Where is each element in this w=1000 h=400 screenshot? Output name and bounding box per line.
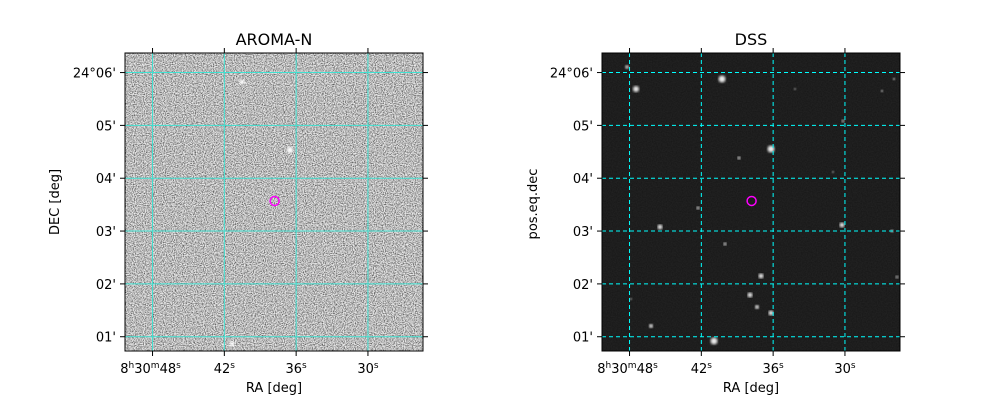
dss-image-noise (602, 53, 900, 351)
aroma-n-x-tick-label: 36s (286, 361, 308, 377)
dss-y-tick-label: 01' (573, 331, 593, 346)
dss-star (630, 298, 632, 300)
aroma-n-star (239, 79, 245, 85)
aroma-n-ylabel: DEC [deg] (48, 169, 63, 235)
dss-frame (601, 52, 901, 352)
dss-xlabel: RA [deg] (723, 381, 779, 396)
aroma-n-image-noise (125, 53, 423, 351)
aroma-n-panel: AROMA-N 8h30m48s 42s 36s 30s 24°06' 05' 04' 03… (48, 30, 428, 396)
aroma-n-y-tick-label: 02' (96, 278, 116, 293)
aroma-n-star (287, 147, 293, 153)
dss-star (895, 275, 899, 279)
aroma-n-frame (124, 52, 424, 352)
dss-star (755, 305, 759, 309)
dss-x-tick-label: 36s (763, 361, 785, 377)
dss-star (710, 337, 718, 345)
dss-title: DSS (735, 30, 768, 49)
aroma-n-x-tick-label: 30s (357, 361, 379, 377)
dss-star (723, 242, 727, 246)
dss-star (832, 171, 834, 173)
aroma-n-title: AROMA-N (236, 30, 313, 49)
dss-target-marker (746, 195, 757, 207)
dss-x-tick-label: 42s (691, 361, 713, 377)
aroma-n-xlabel: RA [deg] (246, 381, 302, 396)
dss-star (841, 119, 845, 123)
dss-star (657, 224, 663, 230)
dss-star (649, 324, 653, 328)
dss-stars (625, 65, 899, 345)
aroma-n-x-tick-label: 8h30m48s (120, 361, 181, 377)
dss-y-tick-label: 03' (573, 225, 593, 240)
dss-star (747, 292, 753, 298)
dss-star (737, 156, 741, 160)
aroma-n-y-tick-label: 03' (96, 225, 116, 240)
aroma-n-y-tick-label: 05' (96, 119, 116, 134)
dss-star (880, 89, 884, 93)
aroma-n-x-tick-label: 42s (214, 361, 236, 377)
aroma-n-y-tick-label: 04' (96, 172, 116, 187)
dss-star (633, 86, 639, 92)
aroma-n-y-tick-label: 01' (96, 331, 116, 346)
dss-x-tick-label: 8h30m48s (597, 361, 658, 377)
dss-ylabel: pos.eq.dec (526, 169, 541, 240)
aroma-n-target-marker (269, 195, 280, 207)
dss-star (718, 75, 726, 83)
dss-star (696, 206, 700, 210)
aroma-n-star (229, 341, 235, 347)
dss-star (892, 77, 896, 81)
aroma-n-y-tick-label: 24°06' (73, 67, 116, 82)
dss-star (625, 65, 629, 69)
dss-star (839, 222, 845, 228)
dss-star (758, 273, 764, 279)
dss-y-tick-label: 04' (573, 172, 593, 187)
dss-y-tick-label: 02' (573, 278, 593, 293)
dss-y-tick-label: 05' (573, 119, 593, 134)
dss-y-tick-label: 24°06' (550, 67, 593, 82)
dss-x-tick-label: 30s (834, 361, 856, 377)
dss-star (794, 88, 796, 90)
dss-panel: DSS 8h30m48s 42s 36s 30s 24°06' 05' 04' 03' 02'… (526, 30, 905, 396)
dss-star (768, 310, 774, 316)
